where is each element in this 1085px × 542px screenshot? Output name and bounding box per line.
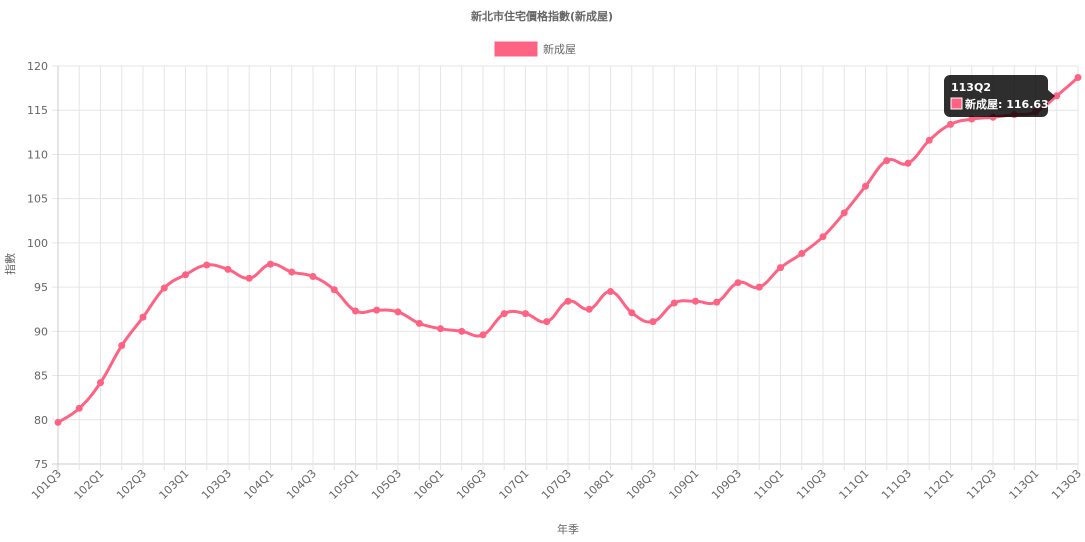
data-point[interactable] <box>692 297 699 305</box>
data-point[interactable] <box>607 288 614 296</box>
y-tick-label: 120 <box>27 60 48 73</box>
data-point[interactable] <box>564 297 572 305</box>
x-tick-label: 102Q3 <box>114 467 149 502</box>
data-point[interactable] <box>479 331 487 339</box>
chart-title: 新北市住宅價格指數(新成屋) <box>471 9 613 23</box>
x-tick-label: 111Q1 <box>837 467 872 502</box>
x-tick-label: 102Q1 <box>72 467 107 502</box>
data-point[interactable] <box>288 268 296 276</box>
data-point[interactable] <box>415 319 423 327</box>
tooltip-title: 113Q2 <box>951 81 991 94</box>
x-tick-label: 112Q1 <box>922 467 957 502</box>
tooltip-background <box>944 75 1048 117</box>
y-tick-label: 85 <box>34 370 48 383</box>
x-tick-label: 101Q3 <box>29 467 64 502</box>
x-tick-label: 112Q3 <box>964 467 999 502</box>
data-point[interactable] <box>862 182 869 190</box>
legend[interactable]: 新成屋 <box>494 41 576 57</box>
data-point[interactable] <box>267 260 274 268</box>
x-tick-label: 108Q1 <box>582 467 617 502</box>
data-point[interactable] <box>352 307 359 315</box>
x-tick-label: 104Q3 <box>284 467 319 502</box>
x-tick-label: 110Q1 <box>752 467 787 502</box>
data-point[interactable] <box>245 274 253 282</box>
x-tick-label: 110Q3 <box>794 467 829 502</box>
data-point[interactable] <box>522 310 529 318</box>
data-point[interactable] <box>947 120 954 128</box>
y-tick-label: 110 <box>27 148 48 161</box>
data-point[interactable] <box>75 404 83 412</box>
data-point[interactable] <box>755 283 763 291</box>
data-point[interactable] <box>840 209 848 217</box>
data-point[interactable] <box>224 265 232 273</box>
data-point[interactable] <box>713 298 721 306</box>
y-axis-title: 指數 <box>3 253 17 275</box>
y-tick-label: 105 <box>27 193 48 206</box>
x-tick-label: 105Q3 <box>369 467 404 502</box>
tooltip-caret <box>1048 90 1055 102</box>
y-tick-label: 90 <box>34 325 48 338</box>
y-tick-label: 80 <box>34 414 48 427</box>
data-point[interactable] <box>182 271 189 279</box>
data-point[interactable] <box>777 264 784 272</box>
tooltip-swatch <box>950 97 963 110</box>
x-tick-label: 107Q3 <box>539 467 574 502</box>
x-tick-label: 106Q1 <box>412 467 447 502</box>
legend-swatch <box>494 41 538 57</box>
y-tick-label: 75 <box>34 458 48 471</box>
x-axis-title: 年季 <box>557 522 579 536</box>
data-point[interactable] <box>1053 92 1061 100</box>
x-tick-label: 105Q1 <box>327 467 362 502</box>
data-point[interactable] <box>309 272 317 280</box>
data-point[interactable] <box>437 325 444 333</box>
x-tick-label: 108Q3 <box>624 467 659 502</box>
data-point[interactable] <box>1074 73 1082 81</box>
data-point[interactable] <box>97 379 104 387</box>
grid <box>52 65 1079 470</box>
data-point[interactable] <box>203 261 211 269</box>
data-point[interactable] <box>883 157 891 165</box>
y-tick-label: 100 <box>27 237 48 250</box>
y-axis-ticks: 75 80 85 90 95 100 105 110 115 120 <box>27 60 48 471</box>
data-point[interactable] <box>543 318 551 326</box>
data-point[interactable] <box>160 284 168 292</box>
tooltip: 113Q2 新成屋: 116.63 <box>944 75 1055 117</box>
x-tick-label: 103Q3 <box>199 467 234 502</box>
data-point[interactable] <box>373 306 381 314</box>
data-point[interactable] <box>670 299 678 307</box>
data-point[interactable] <box>649 318 657 326</box>
data-point[interactable] <box>925 136 933 144</box>
data-point[interactable] <box>118 341 126 349</box>
data-point[interactable] <box>394 308 402 316</box>
data-point[interactable] <box>500 310 508 318</box>
data-point[interactable] <box>734 279 742 287</box>
x-tick-label: 111Q3 <box>879 467 914 502</box>
data-point[interactable] <box>904 159 912 167</box>
x-tick-label: 113Q1 <box>1007 467 1042 502</box>
y-tick-label: 115 <box>27 104 48 117</box>
data-point[interactable] <box>330 286 338 294</box>
x-tick-label: 106Q3 <box>454 467 489 502</box>
x-axis-ticks: 101Q3 102Q1 102Q3 103Q1 103Q3 104Q1 104Q3 105Q1… <box>29 467 1084 502</box>
legend-label: 新成屋 <box>543 42 576 56</box>
data-point[interactable] <box>585 305 593 313</box>
data-point[interactable] <box>968 115 976 123</box>
data-point[interactable] <box>458 327 466 335</box>
tooltip-label: 新成屋: 116.63 <box>965 97 1049 111</box>
x-tick-label: 109Q3 <box>709 467 744 502</box>
x-tick-label: 107Q1 <box>497 467 532 502</box>
data-point[interactable] <box>819 233 827 241</box>
y-tick-label: 95 <box>34 281 48 294</box>
x-tick-label: 103Q1 <box>157 467 192 502</box>
x-tick-label: 113Q3 <box>1049 467 1084 502</box>
data-point[interactable] <box>628 309 636 317</box>
x-tick-label: 109Q1 <box>667 467 702 502</box>
data-point[interactable] <box>798 250 806 258</box>
data-point[interactable] <box>139 313 147 321</box>
x-tick-label: 104Q1 <box>242 467 277 502</box>
data-point[interactable] <box>54 418 62 426</box>
